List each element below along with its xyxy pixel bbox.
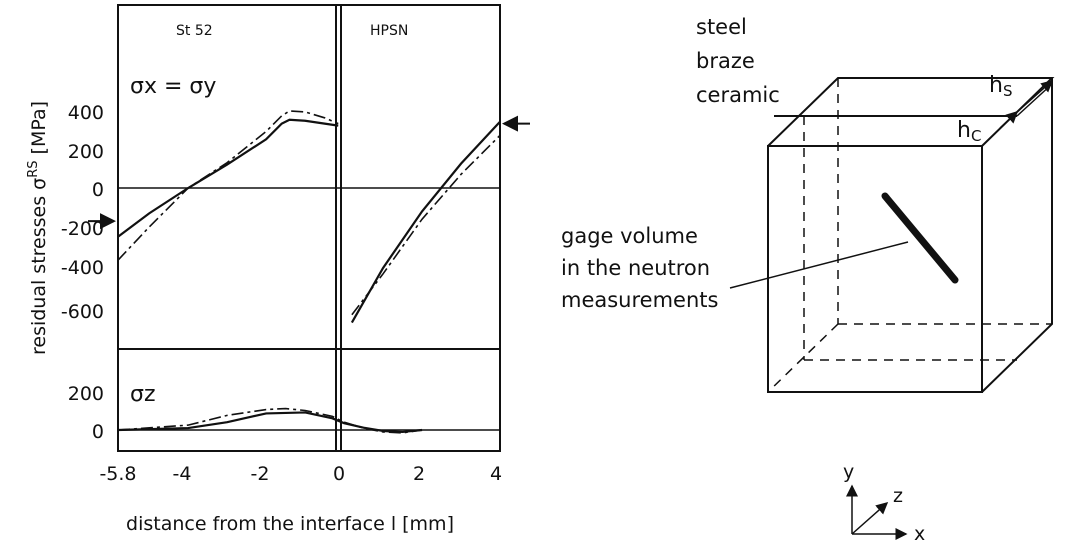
component-label-sigma-z: σz	[130, 382, 156, 407]
x-tick-label: 0	[333, 463, 345, 485]
gage-label-line3: measurements	[561, 288, 718, 312]
bottom-series-solid-segment	[117, 411, 423, 434]
y-axis-title: residual stresses σRS [MPa]	[26, 101, 50, 355]
x-tick-label: 4	[490, 463, 502, 485]
region-label-hpsn: HPSN	[370, 23, 408, 39]
y-tick-label: 0	[92, 421, 104, 443]
axis-label-x: x	[914, 523, 925, 545]
y-axis-title-main: residual stresses σ	[28, 178, 50, 355]
y-tick-label: 400	[68, 102, 104, 124]
y-tick-label: 0	[92, 179, 104, 201]
gage-volume-rod	[881, 192, 959, 284]
thickness-arrow-hs	[1015, 80, 1054, 114]
layer-label-steel: steel	[696, 15, 747, 39]
gage-label-line2: in the neutron	[561, 256, 710, 280]
axis-label-z: z	[893, 485, 903, 507]
axis-arrow-z	[851, 502, 889, 535]
braze-layer-edge	[1016, 83, 1053, 117]
gage-label-line1: gage volume	[561, 224, 698, 248]
thickness-label-hc: hC	[957, 118, 981, 145]
chart-frame	[117, 4, 501, 452]
top-series-solid-segment	[350, 120, 501, 324]
x-tick-label: -4	[173, 463, 192, 485]
y-tick-label: 200	[68, 141, 104, 163]
x-tick-label: -2	[251, 463, 270, 485]
cube-hidden-edges	[767, 78, 1052, 393]
thickness-label-hs: hS	[989, 73, 1012, 100]
axis-label-y: y	[843, 461, 854, 483]
component-label-sigma-x-y: σx = σy	[130, 74, 216, 99]
cube-right-face	[981, 78, 1053, 393]
layer-label-braze: braze	[696, 49, 755, 73]
top-series-dash-dot-segment	[351, 134, 501, 316]
series-layer	[88, 110, 530, 434]
x-axis-title: distance from the interface l [mm]	[126, 513, 454, 535]
y-tick-label: 200	[68, 383, 104, 405]
region-label-st52: St 52	[176, 23, 213, 39]
top-series-solid-segment	[117, 118, 339, 238]
y-tick-label: -200	[61, 218, 104, 240]
y-axis-title-sup: RS	[26, 160, 41, 177]
y-tick-label: -600	[61, 301, 104, 323]
specimen-diagram: hS hC steel braze ceramic gage volume in…	[561, 15, 1055, 545]
y-tick-label: -400	[61, 257, 104, 279]
top-series-dash-dot-segment	[117, 110, 339, 261]
x-tick-label: -5.8	[99, 463, 136, 485]
thickness-arrow-hc	[999, 110, 1019, 129]
bottom-series-dash-dot-segment	[117, 407, 423, 434]
x-tick-label: 2	[413, 463, 425, 485]
gage-leader-line	[729, 241, 909, 289]
residual-stress-chart: St 52 HPSN σx = σy σz 400 200 0 -200 -40…	[26, 4, 530, 535]
y-axis-title-unit: [MPa]	[28, 101, 50, 161]
layer-label-ceramic: ceramic	[696, 83, 780, 107]
cube-front-face	[767, 145, 983, 393]
